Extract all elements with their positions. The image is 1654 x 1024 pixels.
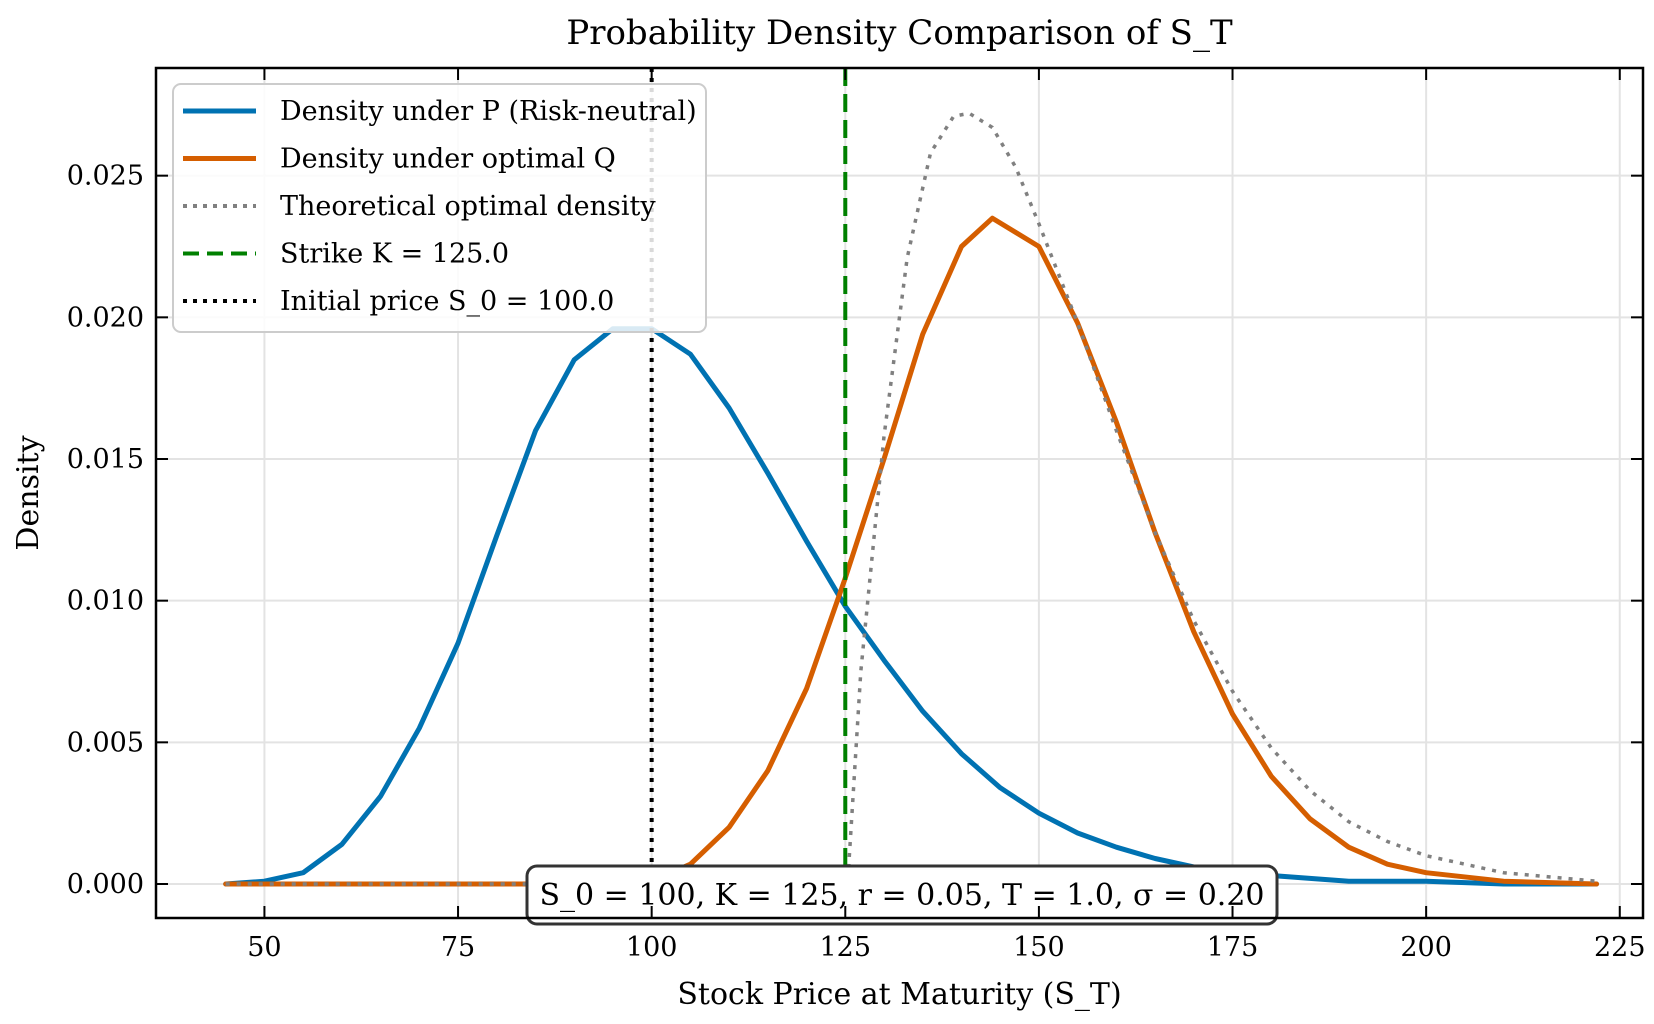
annotation-text: S_0 = 100, K = 125, r = 0.05, T = 1.0, σ… bbox=[539, 878, 1264, 913]
legend-box bbox=[172, 83, 707, 333]
series-line-0 bbox=[223, 326, 1599, 887]
x-tick-label-0: 50 bbox=[247, 932, 281, 963]
series-line-1 bbox=[223, 215, 1599, 887]
chart-title: Probability Density Comparison of S_T bbox=[566, 13, 1233, 53]
y-tick-label-5: 0.025 bbox=[67, 161, 144, 192]
y-tick-label-1: 0.005 bbox=[67, 727, 144, 758]
parameter-annotation: S_0 = 100, K = 125, r = 0.05, T = 1.0, σ… bbox=[525, 864, 1279, 926]
axes-frame bbox=[154, 66, 1645, 920]
legend-label-0: Density under P (Risk-neutral) bbox=[280, 96, 697, 127]
y-tick-label-2: 0.010 bbox=[67, 586, 144, 617]
y-tick-label-4: 0.020 bbox=[67, 302, 144, 333]
x-tick-label-6: 200 bbox=[1400, 932, 1452, 963]
titles: Probability Density Comparison of S_T Sto… bbox=[11, 13, 1233, 1012]
y-tick-label-0: 0.000 bbox=[67, 869, 144, 900]
legend-label-4: Initial price S_0 = 100.0 bbox=[280, 286, 614, 317]
y-axis-label: Density bbox=[11, 435, 46, 550]
x-tick-label-2: 100 bbox=[626, 932, 678, 963]
x-axis-label: Stock Price at Maturity (S_T) bbox=[677, 977, 1121, 1012]
x-tick-label-3: 125 bbox=[820, 932, 872, 963]
axis-ticks: 50 75 100 125 150 175 200 225 0.000 0.005 0.010 0.0… bbox=[67, 68, 1646, 963]
x-tick-label-4: 150 bbox=[1013, 932, 1065, 963]
x-tick-label-7: 225 bbox=[1594, 932, 1646, 963]
legend-label-3: Strike K = 125.0 bbox=[280, 239, 509, 270]
x-tick-label-5: 175 bbox=[1207, 932, 1259, 963]
legend: Density under P (Risk-neutral) Density un… bbox=[172, 83, 707, 333]
y-tick-label-3: 0.015 bbox=[67, 444, 144, 475]
annotation-box bbox=[525, 864, 1279, 926]
x-tick-label-1: 75 bbox=[441, 932, 475, 963]
plot-frame bbox=[154, 66, 1645, 920]
legend-label-1: Density under optimal Q bbox=[280, 144, 616, 175]
legend-label-2: Theoretical optimal density bbox=[280, 191, 656, 222]
